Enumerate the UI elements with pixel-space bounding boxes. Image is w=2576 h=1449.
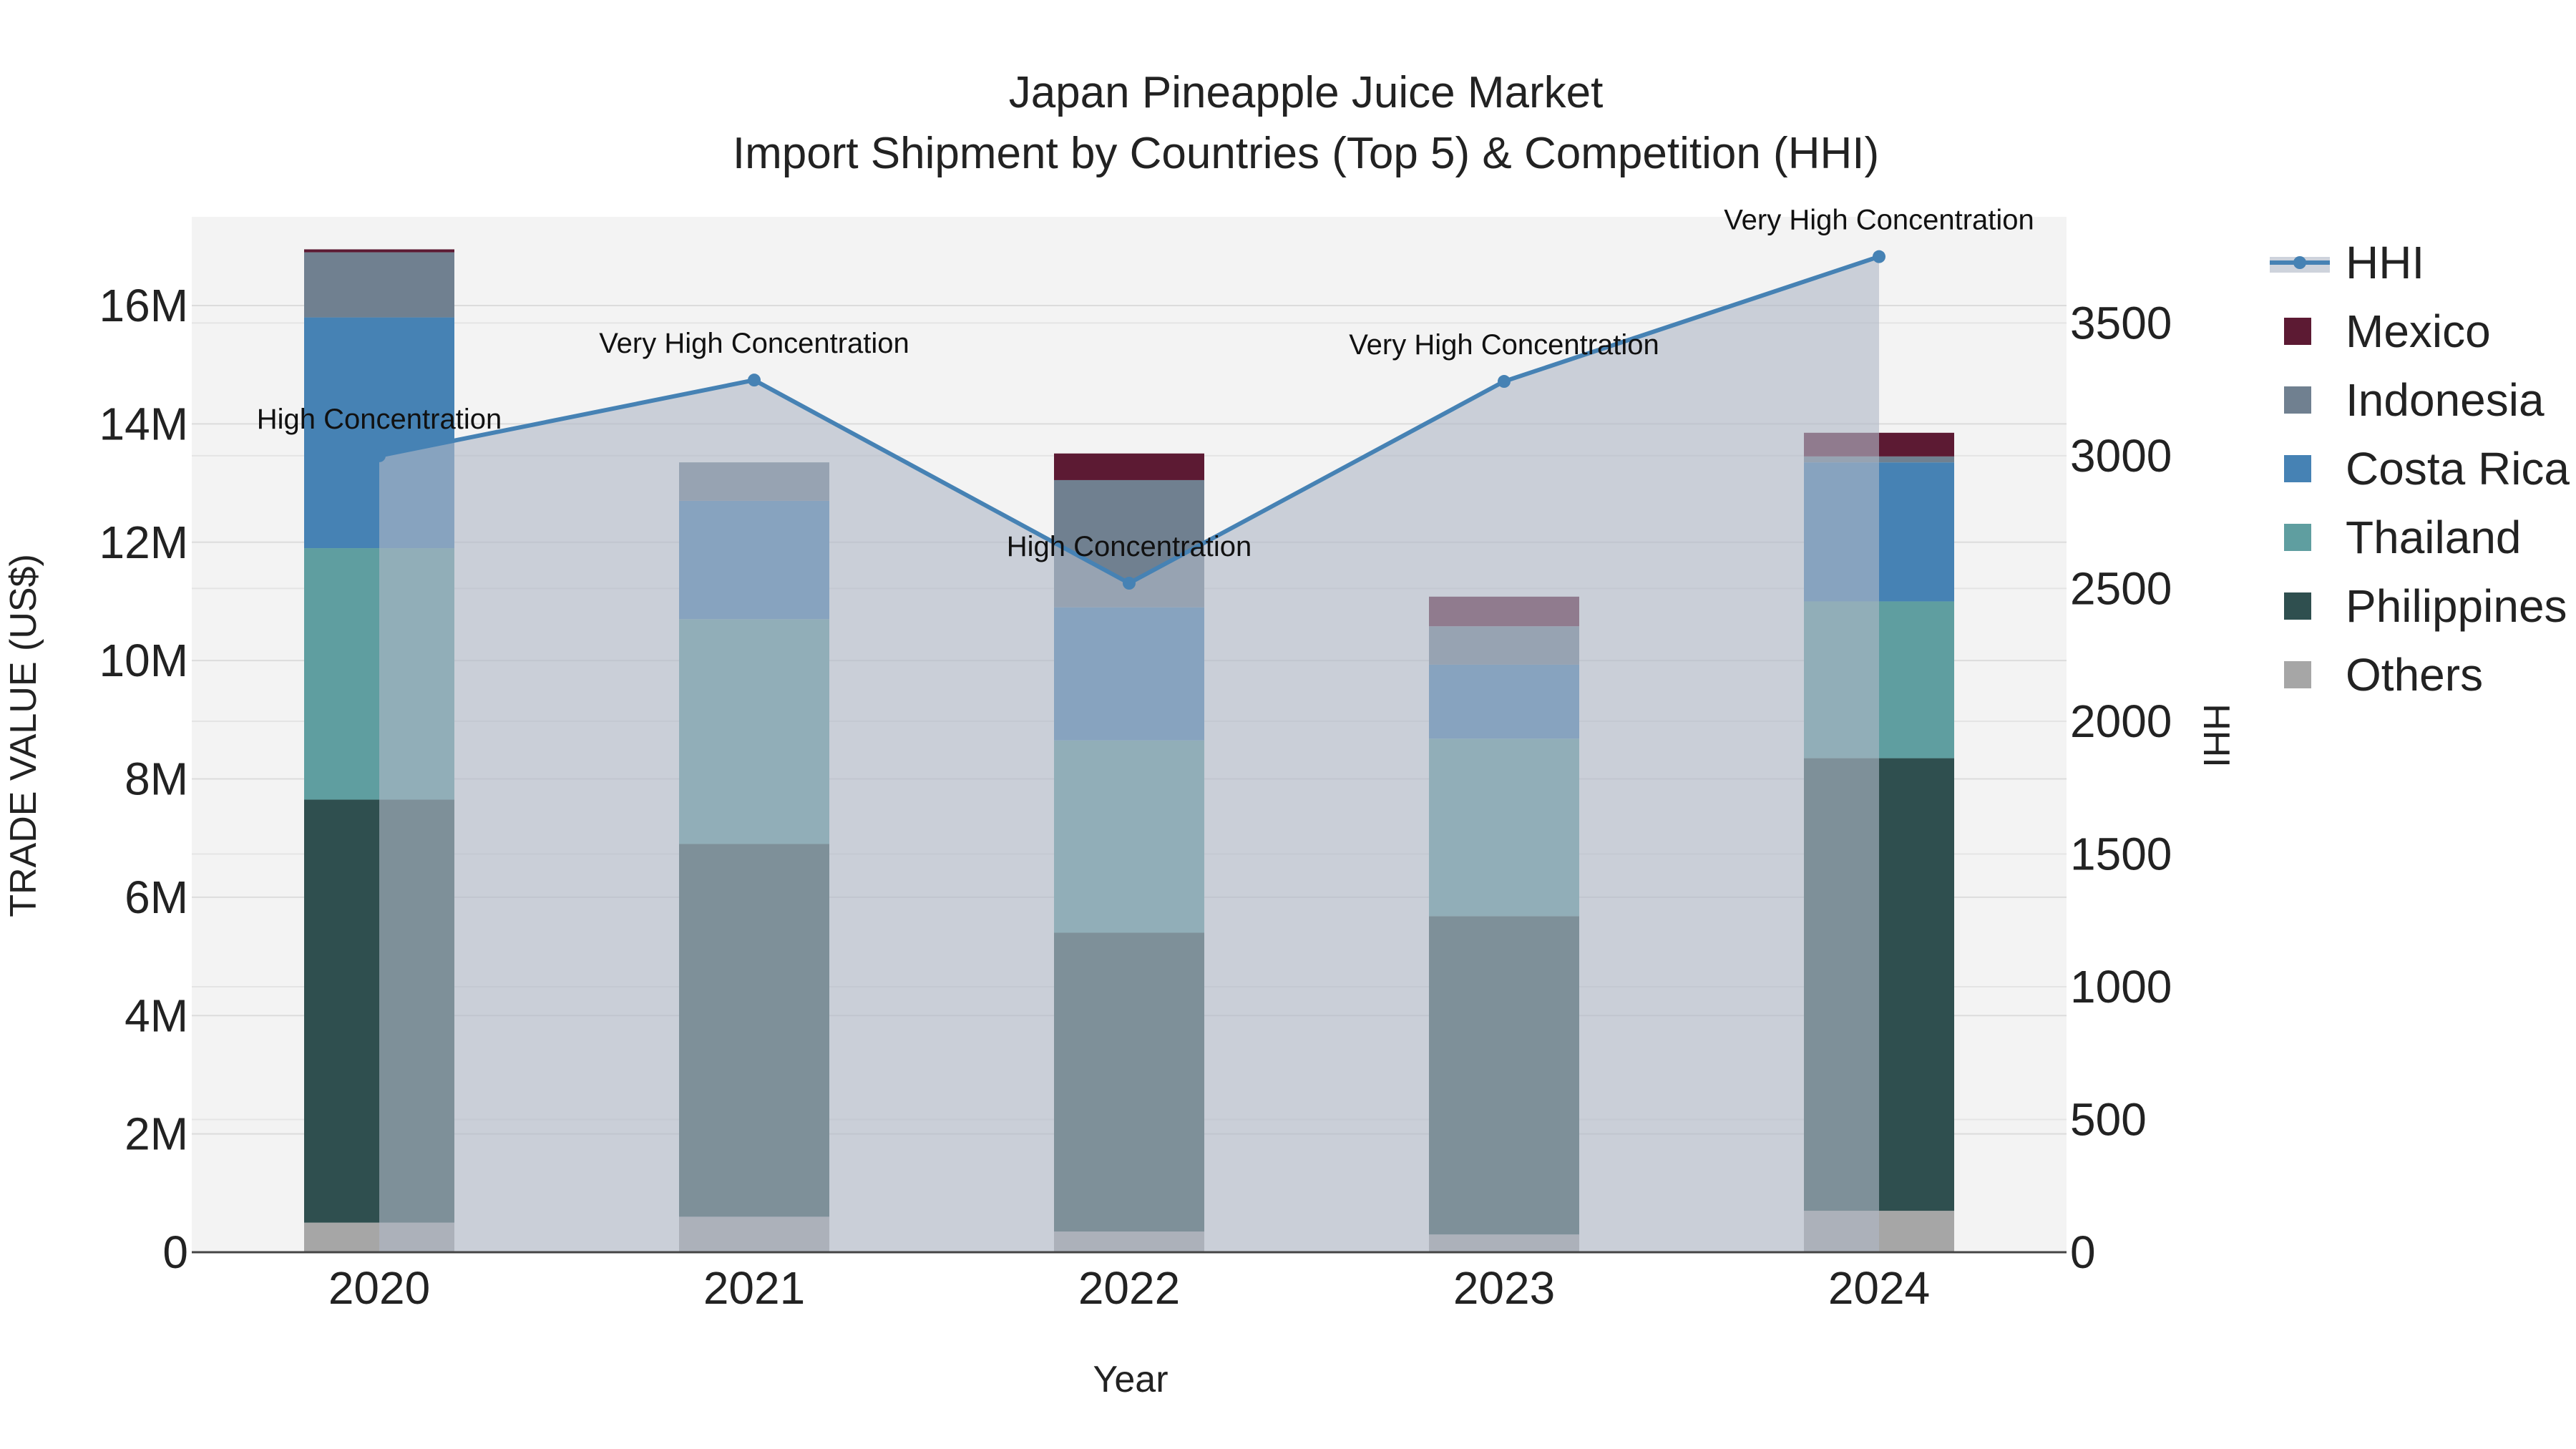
hhi-point	[748, 374, 761, 387]
bar-mexico	[304, 249, 454, 253]
legend-swatch-philippines	[2284, 592, 2311, 620]
chart-title: Japan Pineapple Juice Market	[1009, 68, 1604, 117]
y2-tick-label: 1000	[2070, 961, 2172, 1013]
legend-hhi-marker	[2293, 256, 2306, 269]
legend-swatch-indonesia	[2284, 386, 2311, 414]
y2-tick-label: 1500	[2070, 828, 2172, 879]
hhi-annotation: Very High Concentration	[1349, 329, 1659, 361]
y-tick-label: 2M	[125, 1108, 188, 1160]
x-axis-title: Year	[1093, 1359, 1168, 1400]
x-tick-label: 2021	[703, 1262, 805, 1314]
y-axis-title: TRADE VALUE (US$)	[3, 554, 44, 917]
legend-label-mexico: Mexico	[2346, 306, 2491, 357]
hhi-point	[373, 449, 386, 462]
y2-tick-label: 500	[2070, 1093, 2147, 1145]
legend-label-indonesia: Indonesia	[2346, 374, 2545, 426]
y-tick-label: 6M	[125, 872, 188, 923]
x-tick-label: 2022	[1078, 1262, 1180, 1314]
legend-swatch-mexico	[2284, 318, 2311, 345]
x-tick-label: 2020	[328, 1262, 430, 1314]
legend-label-thailand: Thailand	[2346, 512, 2522, 563]
chart-subtitle: Import Shipment by Countries (Top 5) & C…	[733, 129, 1879, 178]
x-tick-label: 2023	[1453, 1262, 1555, 1314]
y2-axis-title: HHI	[2195, 703, 2237, 768]
legend-label-philippines: Philippines	[2346, 580, 2567, 632]
x-tick-label: 2024	[1828, 1262, 1930, 1314]
y2-tick-label: 2500	[2070, 562, 2172, 614]
plot-area: High Concentration Very High Concentratio…	[99, 205, 2172, 1314]
legend-label-hhi: HHI	[2346, 237, 2424, 288]
y2-tick-label: 0	[2070, 1226, 2096, 1278]
y2-tick-label: 2000	[2070, 696, 2172, 747]
hhi-area	[379, 256, 1879, 1253]
hhi-point	[1123, 577, 1136, 590]
legend-label-others: Others	[2346, 649, 2483, 701]
hhi-point	[1498, 375, 1511, 389]
y-tick-label: 0	[162, 1226, 188, 1278]
hhi-point	[1873, 250, 1885, 263]
y-tick-label: 16M	[99, 280, 189, 331]
hhi-annotation: High Concentration	[1007, 531, 1252, 562]
hhi-annotation: Very High Concentration	[599, 328, 909, 359]
hhi-annotation: Very High Concentration	[1724, 205, 2034, 236]
hhi-annotation: High Concentration	[257, 404, 502, 435]
legend-swatch-others	[2284, 661, 2311, 688]
legend-label-costa-rica: Costa Rica	[2346, 443, 2570, 494]
y2-tick-label: 3000	[2070, 430, 2172, 482]
y-tick-label: 4M	[125, 990, 188, 1041]
legend: HHI Mexico Indonesia Costa Rica Thailand Phil…	[2270, 237, 2570, 701]
legend-swatch-costa-rica	[2284, 455, 2311, 482]
y-tick-label: 12M	[99, 517, 189, 568]
y-tick-label: 8M	[125, 753, 188, 805]
y-tick-label: 14M	[99, 398, 189, 449]
y-tick-label: 10M	[99, 635, 189, 686]
bar-indonesia	[304, 252, 454, 318]
legend-swatch-thailand	[2284, 524, 2311, 551]
y2-tick-label: 3500	[2070, 297, 2172, 348]
bar-mexico	[1054, 453, 1204, 480]
